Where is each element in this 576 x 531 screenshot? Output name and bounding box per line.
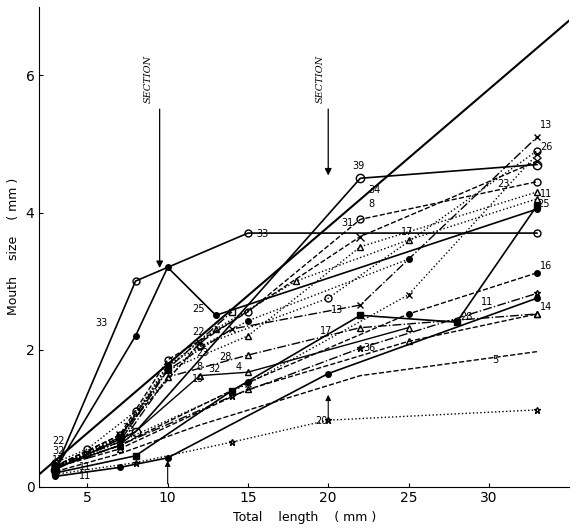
Text: 31: 31	[341, 218, 353, 228]
Text: 5: 5	[492, 355, 498, 365]
Text: 11: 11	[79, 471, 92, 481]
Text: 28: 28	[219, 352, 232, 362]
Text: 17: 17	[320, 326, 332, 336]
Text: 13: 13	[540, 121, 552, 130]
Text: 22: 22	[52, 435, 65, 446]
Text: 25: 25	[192, 304, 204, 314]
Text: 16: 16	[540, 261, 552, 271]
Text: 36: 36	[363, 343, 376, 353]
Text: 23: 23	[196, 348, 209, 358]
Text: 25: 25	[537, 199, 550, 209]
Text: 17: 17	[400, 227, 413, 236]
Text: 33: 33	[96, 318, 108, 328]
Text: 11: 11	[540, 189, 552, 199]
Text: SECTION: SECTION	[316, 55, 324, 103]
Text: 19: 19	[192, 374, 204, 384]
Text: SECTION: SECTION	[143, 55, 153, 103]
Text: 11: 11	[79, 461, 92, 472]
Text: 11: 11	[481, 297, 493, 307]
Text: 25: 25	[123, 423, 135, 433]
Text: 14: 14	[540, 302, 552, 312]
Text: 17: 17	[52, 455, 65, 465]
X-axis label: Total    length    ( mm ): Total length ( mm )	[233, 511, 376, 524]
Text: 28: 28	[460, 312, 472, 322]
Text: 20: 20	[316, 416, 328, 426]
Text: 32: 32	[52, 446, 65, 456]
Text: 33: 33	[256, 228, 268, 238]
Y-axis label: Mouth    size    ( mm ): Mouth size ( mm )	[7, 178, 20, 315]
Text: 39: 39	[353, 161, 365, 172]
Text: 32: 32	[208, 364, 220, 374]
Text: 22: 22	[192, 327, 204, 337]
Text: 34: 34	[369, 185, 381, 195]
Text: 8: 8	[369, 199, 374, 209]
Text: 4: 4	[235, 362, 241, 372]
Text: 23: 23	[497, 178, 509, 189]
Text: 8: 8	[196, 362, 203, 372]
Text: 13: 13	[331, 305, 344, 315]
Text: 26: 26	[540, 142, 552, 152]
